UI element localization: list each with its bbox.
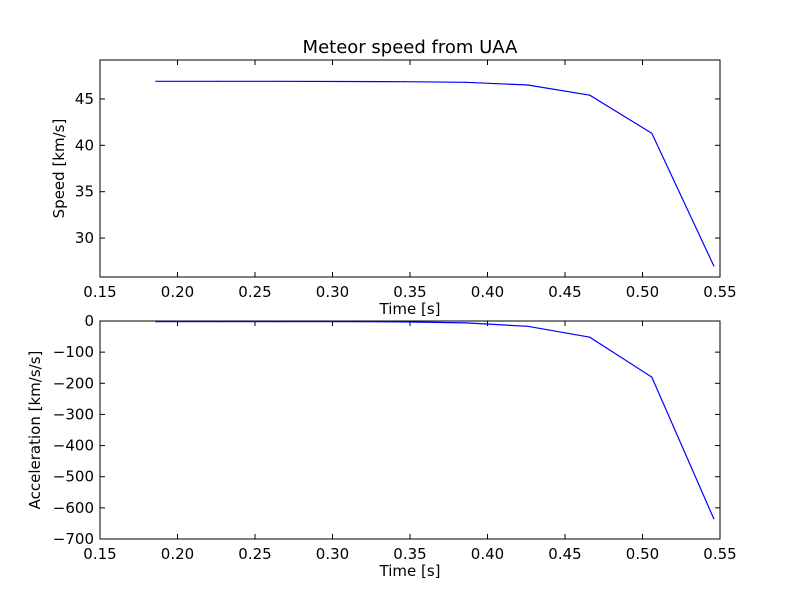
chart-1-data-point <box>589 336 591 338</box>
chart-1-ytick-label: −600 <box>53 499 94 517</box>
chart-1-ytick-label: −700 <box>53 530 94 548</box>
chart-0-data-point <box>341 80 343 83</box>
chart-1-xtick-label: 0.15 <box>83 545 116 563</box>
chart-1-data-point <box>713 518 715 520</box>
chart-0-xtick-label: 0.55 <box>703 283 736 301</box>
chart-0-data-point <box>279 80 281 82</box>
chart-0-xtick-label: 0.25 <box>238 283 271 301</box>
chart-1-data-point <box>279 321 281 323</box>
chart-0-x-axis-label: Time [s] <box>379 300 441 318</box>
chart-1-y-axis-label: Acceleration [km/s/s] <box>26 351 44 510</box>
chart-1-axes-frame <box>99 320 721 540</box>
chart-0-data-point <box>527 84 529 86</box>
chart-0-xtick-label: 0.40 <box>471 283 504 301</box>
chart-0-xtick-label: 0.45 <box>548 283 581 301</box>
chart-1-ytick-label: −400 <box>53 437 94 455</box>
chart-0-data-point <box>713 265 715 267</box>
chart-0-series-line <box>155 80 715 267</box>
chart-1-ytick-label: −200 <box>53 374 94 392</box>
chart-1-ytick-label: −500 <box>53 468 94 486</box>
chart-1-data-point <box>465 322 467 324</box>
chart-1-xtick-label: 0.20 <box>161 545 194 563</box>
chart-0-xtick-label: 0.35 <box>393 283 426 301</box>
chart-title: Meteor speed from UAA <box>303 37 519 58</box>
chart-0-axes-frame <box>99 59 721 278</box>
chart-0-data-point <box>403 81 405 83</box>
chart-0-data-point <box>651 132 653 134</box>
chart-0-data-point <box>155 80 157 82</box>
chart-0-data-point <box>589 94 591 96</box>
chart-0-ytick-label: 45 <box>75 90 94 108</box>
chart-0-xtick-label: 0.20 <box>161 283 194 301</box>
chart-1-xtick-label: 0.55 <box>703 545 736 563</box>
chart-0-data-point <box>465 81 467 83</box>
chart-1-data-point <box>217 321 219 323</box>
chart-0-ytick-label: 30 <box>75 229 94 247</box>
chart-0-xtick-label: 0.50 <box>626 283 659 301</box>
chart-1-series-line <box>155 321 715 520</box>
acceleration-plot: 0.15 0.20 0.25 0.30 0.35 0.40 0.45 0.50 0.55 0 −10… <box>26 312 737 580</box>
chart-1-data-point <box>403 321 405 323</box>
chart-0-ytick-label: 40 <box>75 136 94 154</box>
chart-1-xtick-label: 0.30 <box>316 545 349 563</box>
chart-1-x-axis-label: Time [s] <box>379 562 441 580</box>
chart-1-ytick-label: −100 <box>53 343 94 361</box>
chart-0-ytick-label: 35 <box>75 183 94 201</box>
chart-1-data-point <box>341 321 343 323</box>
chart-1-xtick-label: 0.25 <box>238 545 271 563</box>
chart-1-xtick-label: 0.50 <box>626 545 659 563</box>
chart-1-data-point <box>651 376 653 378</box>
chart-1-data-point <box>527 325 529 327</box>
chart-0-data-point <box>217 80 219 82</box>
chart-1-xtick-label: 0.40 <box>471 545 504 563</box>
speed-plot: 0.15 0.20 0.25 0.30 0.35 0.40 0.45 0.50 0.55 30 35… <box>50 59 737 318</box>
chart-1-xtick-label: 0.35 <box>393 545 426 563</box>
chart-0-xtick-label: 0.30 <box>316 283 349 301</box>
chart-1-xtick-label: 0.45 <box>548 545 581 563</box>
chart-1-data-point <box>155 321 157 323</box>
chart-0-y-axis-label: Speed [km/s] <box>50 119 68 219</box>
chart-1-ytick-label: −300 <box>53 405 94 423</box>
chart-1-ytick-label: 0 <box>84 312 94 330</box>
chart-0-xtick-label: 0.15 <box>83 283 116 301</box>
